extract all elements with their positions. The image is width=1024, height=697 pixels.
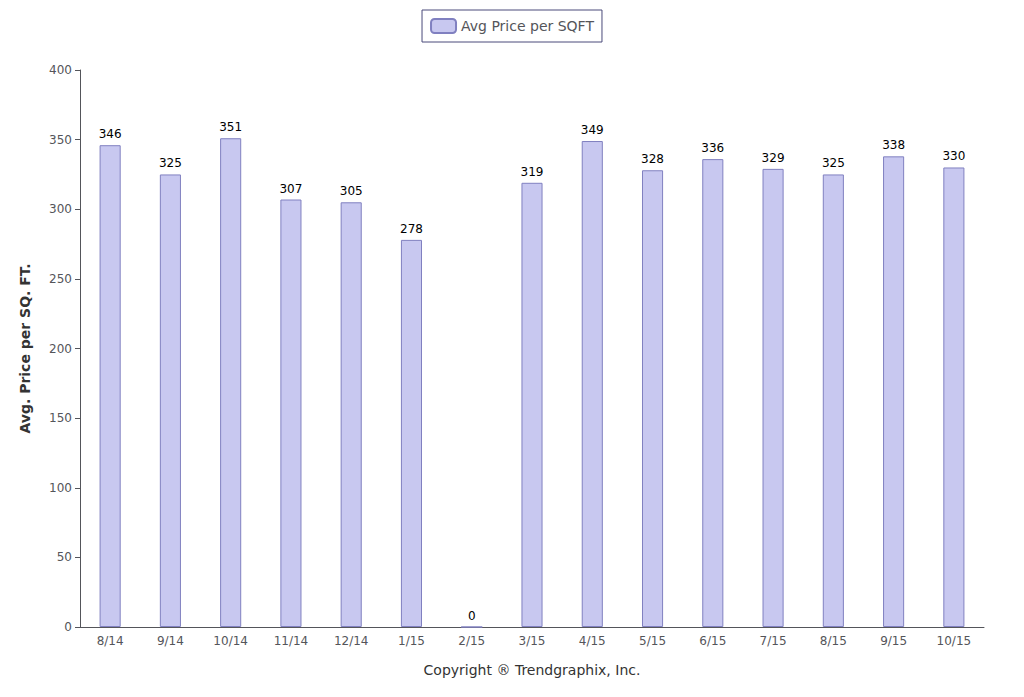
svg-text:9/15: 9/15	[880, 634, 907, 648]
svg-text:8/14: 8/14	[97, 634, 124, 648]
svg-text:329: 329	[762, 151, 785, 165]
svg-text:307: 307	[279, 182, 302, 196]
svg-text:350: 350	[49, 133, 72, 147]
svg-text:319: 319	[521, 165, 544, 179]
svg-text:Avg. Price per SQ. FT.: Avg. Price per SQ. FT.	[17, 263, 33, 433]
svg-text:328: 328	[641, 152, 664, 166]
svg-text:Avg Price per SQFT: Avg Price per SQFT	[461, 18, 594, 34]
svg-text:Copyright ® Trendgraphix, Inc.: Copyright ® Trendgraphix, Inc.	[424, 662, 641, 678]
svg-text:325: 325	[159, 156, 182, 170]
svg-text:400: 400	[49, 63, 72, 77]
svg-text:338: 338	[882, 138, 905, 152]
svg-text:8/15: 8/15	[820, 634, 847, 648]
svg-text:2/15: 2/15	[458, 634, 485, 648]
svg-text:336: 336	[701, 141, 724, 155]
svg-text:349: 349	[581, 123, 604, 137]
svg-text:4/15: 4/15	[579, 634, 606, 648]
svg-text:0: 0	[468, 609, 476, 623]
svg-text:10/15: 10/15	[937, 634, 972, 648]
svg-text:9/14: 9/14	[157, 634, 184, 648]
svg-text:150: 150	[49, 411, 72, 425]
svg-text:351: 351	[219, 120, 242, 134]
svg-text:278: 278	[400, 222, 423, 236]
svg-text:3/15: 3/15	[519, 634, 546, 648]
svg-text:1/15: 1/15	[398, 634, 425, 648]
svg-text:12/14: 12/14	[334, 634, 369, 648]
svg-text:305: 305	[340, 184, 363, 198]
svg-text:100: 100	[49, 481, 72, 495]
svg-text:0: 0	[64, 620, 72, 634]
svg-text:346: 346	[99, 127, 122, 141]
svg-text:250: 250	[49, 272, 72, 286]
svg-text:10/14: 10/14	[213, 634, 248, 648]
svg-text:325: 325	[822, 156, 845, 170]
svg-text:300: 300	[49, 202, 72, 216]
svg-text:5/15: 5/15	[639, 634, 666, 648]
svg-text:7/15: 7/15	[760, 634, 787, 648]
svg-text:200: 200	[49, 342, 72, 356]
svg-text:11/14: 11/14	[274, 634, 309, 648]
svg-text:6/15: 6/15	[699, 634, 726, 648]
svg-text:330: 330	[942, 149, 965, 163]
svg-text:50: 50	[57, 550, 72, 564]
